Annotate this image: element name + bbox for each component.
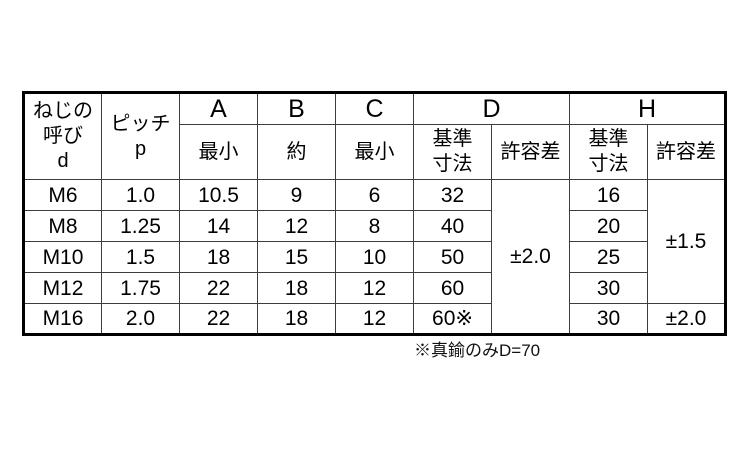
- cell-m10-d-basic: 50: [413, 241, 492, 273]
- cell-m10-c: 10: [335, 241, 414, 273]
- subheader-d-basic-dim: 基準 寸法: [413, 124, 492, 180]
- table-row-m10: M10 1.5 18 15 10 50 25: [23, 241, 726, 273]
- header-pitch: ピッチ p: [101, 92, 180, 180]
- cell-m12-a: 22: [179, 272, 258, 304]
- subheader-d-basic-line1: 基準: [432, 128, 473, 150]
- header-screw-line2: 呼び: [43, 125, 83, 147]
- header-pitch-line1: ピッチ: [110, 112, 171, 135]
- cell-m12-c: 12: [335, 272, 414, 304]
- cell-d-tolerance-merged: ±2.0: [491, 179, 570, 335]
- cell-m8-c: 8: [335, 210, 414, 242]
- subheader-h-basic-dim: 基準 寸法: [569, 124, 648, 180]
- cell-m10-h-basic: 25: [569, 241, 648, 273]
- table-row-m6: M6 1.0 10.5 9 6 32 ±2.0 16 ±1.5: [23, 179, 726, 335]
- subheader-d-basic-line2: 寸法: [432, 153, 473, 175]
- cell-m6-a: 10.5: [179, 179, 258, 211]
- cell-m16-h-basic: 30: [569, 303, 648, 335]
- subheader-b-approx: 約: [257, 124, 336, 180]
- header-col-c: C: [335, 92, 414, 125]
- cell-m10-name: M10: [23, 241, 102, 273]
- cell-m6-h-basic: 16: [569, 179, 648, 211]
- subheader-h-basic-line2: 寸法: [588, 153, 629, 175]
- cell-m12-pitch: 1.75: [101, 272, 180, 304]
- cell-m8-d-basic: 40: [413, 210, 492, 242]
- header-screw-line3: d: [57, 150, 69, 172]
- cell-m16-name: M16: [23, 303, 102, 335]
- cell-m10-b: 15: [257, 241, 336, 273]
- cell-m12-b: 18: [257, 272, 336, 304]
- cell-m16-pitch: 2.0: [101, 303, 180, 335]
- cell-m8-a: 14: [179, 210, 258, 242]
- cell-m6-name: M6: [23, 179, 102, 211]
- table-row-m8: M8 1.25 14 12 8 40 20: [23, 210, 726, 242]
- header-pitch-line2: p: [134, 137, 147, 160]
- cell-m10-pitch: 1.5: [101, 241, 180, 273]
- cell-m16-a: 22: [179, 303, 258, 335]
- screw-spec-table: ねじの 呼び d ピッチ p A B C D H 最小 約 最小 基準 寸法 許…: [22, 91, 727, 336]
- header-col-d: D: [413, 92, 570, 125]
- subheader-c-min: 最小: [335, 124, 414, 180]
- subheader-h-basic-line1: 基準: [588, 128, 629, 150]
- cell-m12-d-basic: 60: [413, 272, 492, 304]
- cell-m16-h-tolerance: ±2.0: [647, 303, 726, 335]
- cell-m8-h-basic: 20: [569, 210, 648, 242]
- cell-m8-name: M8: [23, 210, 102, 242]
- cell-m6-b: 9: [257, 179, 336, 211]
- cell-m10-a: 18: [179, 241, 258, 273]
- cell-m8-b: 12: [257, 210, 336, 242]
- header-screw-designation: ねじの 呼び d: [23, 92, 102, 180]
- cell-h-tolerance-merged: ±1.5: [647, 179, 726, 304]
- cell-m8-pitch: 1.25: [101, 210, 180, 242]
- cell-m6-d-basic: 32: [413, 179, 492, 211]
- header-col-a: A: [179, 92, 258, 125]
- subheader-h-tolerance: 許容差: [647, 124, 726, 180]
- cell-m16-b: 18: [257, 303, 336, 335]
- table-row-m16: M16 2.0 22 18 12 60※ 30 ±2.0: [23, 303, 726, 335]
- header-col-b: B: [257, 92, 336, 125]
- subheader-a-min: 最小: [179, 124, 258, 180]
- header-screw-line1: ねじの: [33, 100, 93, 122]
- cell-m6-c: 6: [335, 179, 414, 211]
- table-row-m12: M12 1.75 22 18 12 60 30: [23, 272, 726, 304]
- cell-m6-pitch: 1.0: [101, 179, 180, 211]
- brass-footnote: ※真鍮のみD=70: [414, 341, 541, 360]
- cell-m12-h-basic: 30: [569, 272, 648, 304]
- cell-m16-d-basic: 60※: [413, 303, 492, 335]
- cell-m12-name: M12: [23, 272, 102, 304]
- cell-m16-c: 12: [335, 303, 414, 335]
- subheader-d-tolerance: 許容差: [491, 124, 570, 180]
- header-col-h: H: [569, 92, 726, 125]
